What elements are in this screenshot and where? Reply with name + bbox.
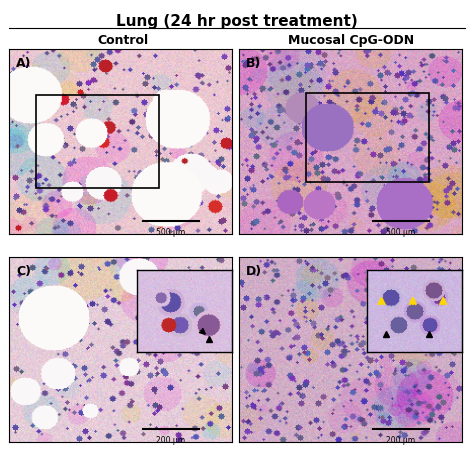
- Text: 200 μm: 200 μm: [156, 435, 185, 444]
- Text: Lung (24 hr post treatment): Lung (24 hr post treatment): [116, 14, 358, 28]
- Text: C): C): [16, 264, 31, 277]
- Text: Mucosal CpG-ODN: Mucosal CpG-ODN: [288, 34, 414, 47]
- Text: 500 μm: 500 μm: [386, 227, 416, 236]
- Text: D): D): [246, 264, 262, 277]
- Text: 500 μm: 500 μm: [156, 227, 186, 236]
- Bar: [36, 96, 159, 189]
- Text: A): A): [16, 57, 32, 70]
- Text: B): B): [246, 57, 262, 70]
- Text: 200 μm: 200 μm: [386, 435, 415, 444]
- Bar: [306, 94, 428, 183]
- Text: Control: Control: [98, 34, 149, 47]
